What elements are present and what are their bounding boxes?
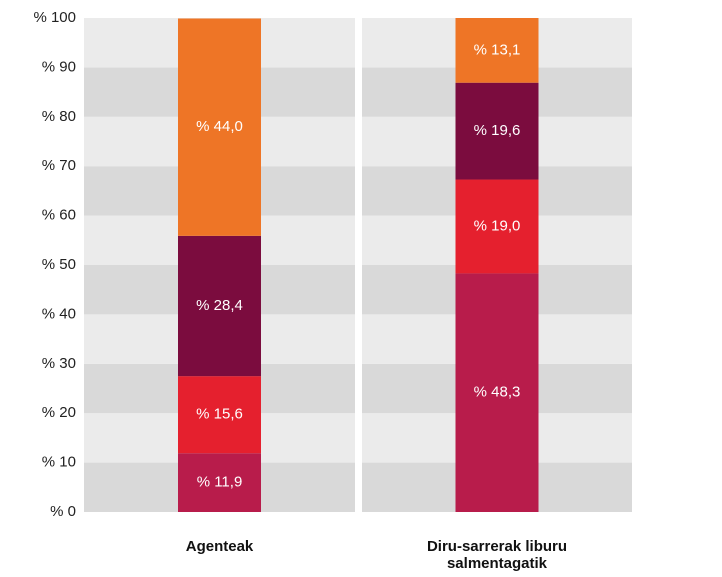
x-tick-label: Diru-sarrerak liburu salmentagatik: [426, 538, 568, 572]
bar-segment: [455, 18, 539, 83]
value-label: % 13,1: [474, 41, 521, 58]
value-label: % 11,9: [197, 474, 243, 491]
y-tick-label: % 30: [42, 355, 76, 372]
value-label: % 48,3: [474, 384, 521, 401]
bar-segment: [178, 376, 261, 454]
bar-segment: [178, 235, 261, 377]
y-tick-label: % 80: [42, 108, 76, 125]
y-tick-label: % 10: [42, 454, 76, 471]
y-tick-label: % 0: [50, 503, 76, 520]
y-tick-label: % 70: [42, 157, 76, 174]
value-label: % 19,6: [474, 122, 521, 139]
y-tick-label: % 40: [42, 305, 76, 322]
bar-segment: [178, 18, 261, 236]
bar-segment: [178, 453, 261, 512]
y-tick-label: % 90: [42, 58, 76, 75]
value-label: % 44,0: [196, 118, 243, 135]
y-tick-label: % 100: [33, 9, 76, 26]
value-label: % 19,0: [474, 217, 521, 234]
y-tick-label: % 60: [42, 207, 76, 224]
y-tick-label: % 50: [42, 256, 76, 273]
value-label: % 15,6: [196, 406, 243, 423]
value-label: % 28,4: [196, 297, 243, 314]
bar-segment: [455, 82, 539, 180]
bar-segment: [455, 179, 539, 274]
x-tick-label: Agenteak: [185, 538, 254, 555]
bar-segment: [455, 273, 539, 512]
y-tick-label: % 20: [42, 404, 76, 421]
